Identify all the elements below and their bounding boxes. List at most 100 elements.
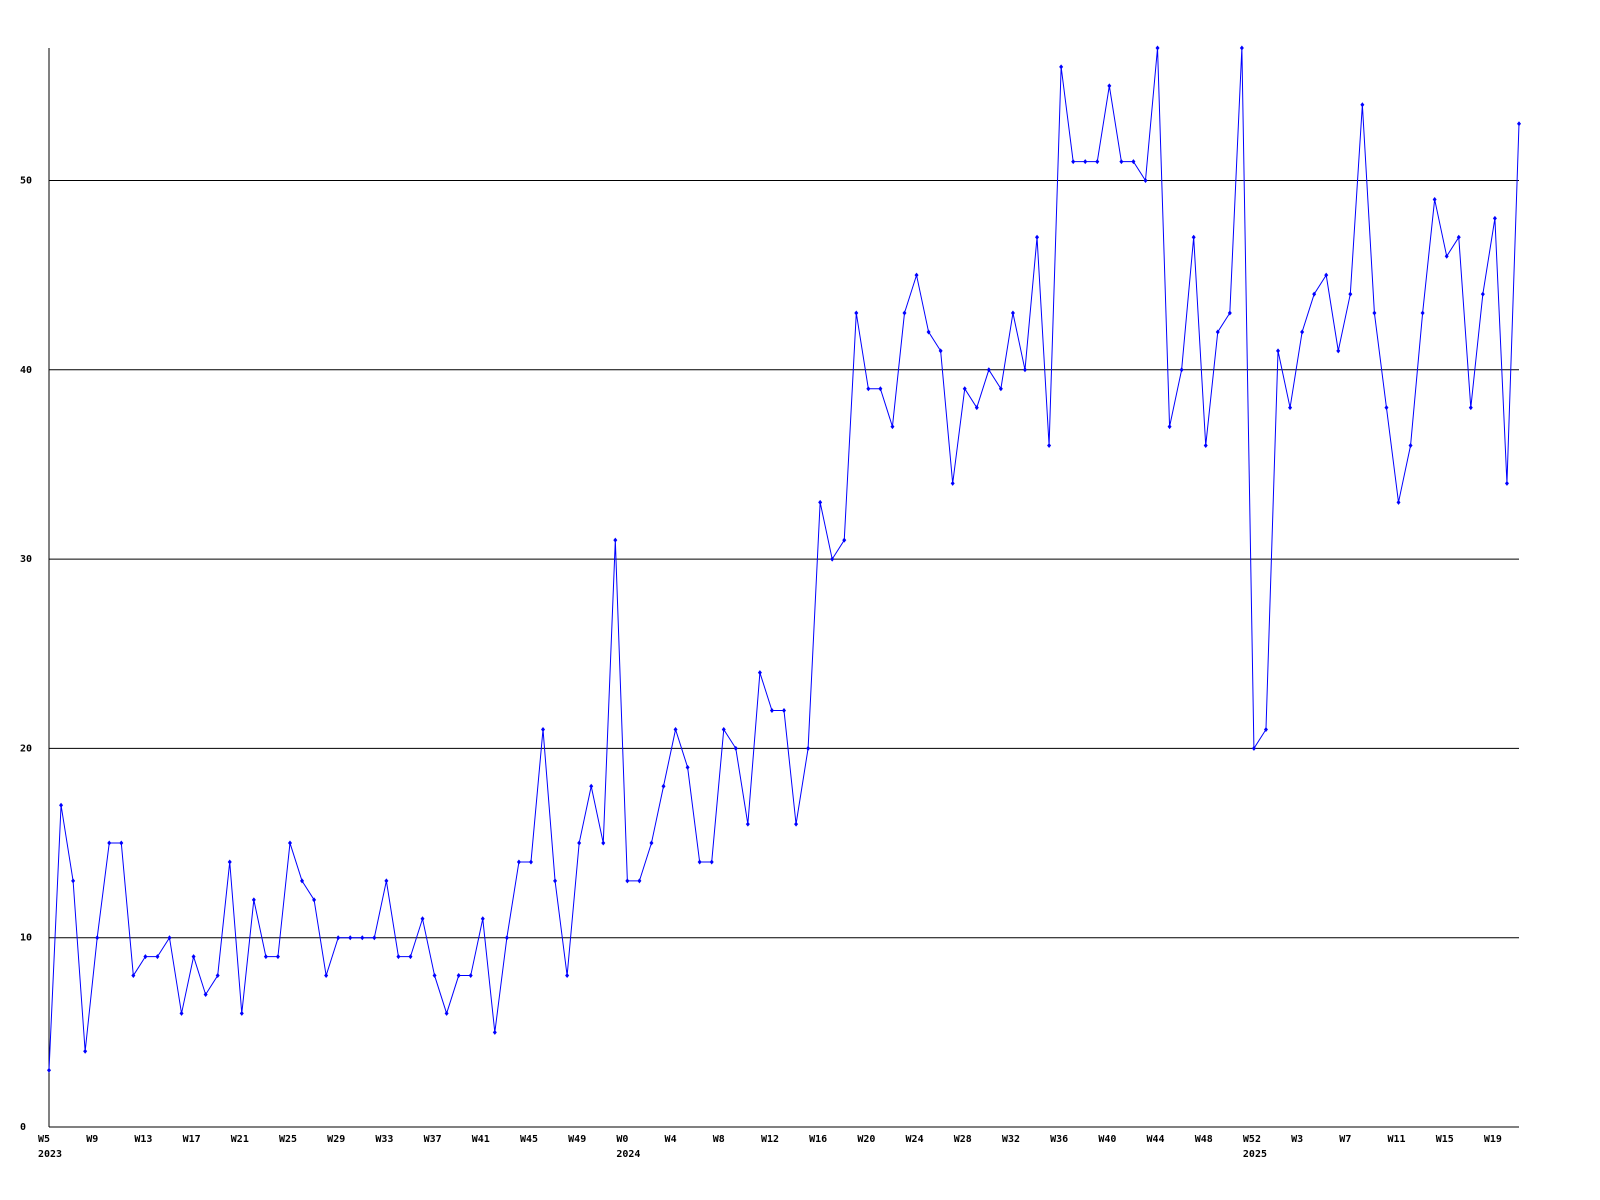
- data-point: [661, 783, 666, 789]
- data-point: [1203, 443, 1208, 449]
- data-point: [420, 916, 425, 922]
- data-point: [324, 973, 329, 979]
- x-tick-label: W20: [857, 1134, 875, 1145]
- data-point: [1504, 480, 1509, 486]
- data-point: [95, 935, 100, 941]
- data-point: [71, 878, 76, 884]
- data-point: [203, 991, 208, 997]
- data-point: [1083, 159, 1088, 165]
- data-point: [794, 821, 799, 827]
- data-point: [1312, 291, 1317, 297]
- x-year-label: 2025: [1243, 1149, 1267, 1160]
- data-point: [721, 726, 726, 732]
- data-point: [818, 499, 823, 505]
- data-point: [974, 405, 979, 411]
- y-tick-label: 0: [20, 1122, 26, 1133]
- data-point: [191, 954, 196, 960]
- data-point: [914, 272, 919, 278]
- data-point: [625, 878, 630, 884]
- data-point: [601, 840, 606, 846]
- x-tick-label: W12: [761, 1134, 779, 1145]
- data-point: [878, 386, 883, 392]
- data-point: [1107, 83, 1112, 89]
- x-tick-label: W36: [1050, 1134, 1068, 1145]
- data-point: [1408, 443, 1413, 449]
- x-tick-label: W28: [954, 1134, 972, 1145]
- data-point: [143, 954, 148, 960]
- data-point: [432, 973, 437, 979]
- data-point: [1010, 310, 1015, 316]
- data-point: [1215, 329, 1220, 335]
- data-point: [239, 1010, 244, 1016]
- x-tick-label: W32: [1002, 1134, 1020, 1145]
- y-tick-label: 50: [20, 176, 32, 187]
- data-point: [565, 973, 570, 979]
- data-point: [1300, 329, 1305, 335]
- data-point: [155, 954, 160, 960]
- data-point: [866, 386, 871, 392]
- x-tick-label: W19: [1484, 1134, 1502, 1145]
- data-point: [950, 480, 955, 486]
- y-tick-label: 40: [20, 365, 32, 376]
- x-tick-label: W49: [568, 1134, 586, 1145]
- data-point: [733, 745, 738, 751]
- x-tick-label: W7: [1339, 1134, 1351, 1145]
- data-point: [1059, 64, 1064, 70]
- data-point: [1167, 424, 1172, 430]
- data-point: [408, 954, 413, 960]
- x-tick-label: W44: [1147, 1134, 1165, 1145]
- data-point: [107, 840, 112, 846]
- data-point: [83, 1048, 88, 1054]
- data-point: [1468, 405, 1473, 411]
- data-point: [649, 840, 654, 846]
- data-point: [1372, 310, 1377, 316]
- data-point: [1396, 499, 1401, 505]
- data-point: [131, 973, 136, 979]
- data-point: [372, 935, 377, 941]
- data-point: [1517, 121, 1521, 127]
- data-point: [1324, 272, 1329, 278]
- x-tick-label: W13: [134, 1134, 152, 1145]
- data-point: [541, 726, 546, 732]
- data-point: [263, 954, 268, 960]
- y-tick-label: 20: [20, 743, 32, 754]
- x-tick-label: W25: [279, 1134, 297, 1145]
- data-point: [1456, 234, 1461, 240]
- data-point: [167, 935, 172, 941]
- data-point: [589, 783, 594, 789]
- data-point: [528, 859, 533, 865]
- data-point: [468, 973, 473, 979]
- data-point: [1336, 348, 1341, 354]
- data-point: [179, 1010, 184, 1016]
- x-tick-label: W5: [38, 1134, 50, 1145]
- data-point: [854, 310, 859, 316]
- data-point: [890, 424, 895, 430]
- data-point: [215, 973, 220, 979]
- data-point: [673, 726, 678, 732]
- data-point: [1444, 253, 1449, 259]
- data-point: [1480, 291, 1485, 297]
- x-tick-label: W16: [809, 1134, 827, 1145]
- data-point: [444, 1010, 449, 1016]
- data-point: [251, 897, 256, 903]
- data-point: [1239, 45, 1244, 51]
- x-tick-label: W24: [906, 1134, 924, 1145]
- data-point: [986, 367, 991, 373]
- x-tick-label: W37: [424, 1134, 442, 1145]
- data-point: [745, 821, 750, 827]
- y-tick-label: 30: [20, 554, 32, 565]
- x-tick-label: W41: [472, 1134, 490, 1145]
- data-point: [1492, 215, 1497, 221]
- data-point: [504, 935, 509, 941]
- x-tick-label: W9: [86, 1134, 98, 1145]
- x-tick-label: W15: [1436, 1134, 1454, 1145]
- data-point: [492, 1029, 497, 1035]
- data-point: [1047, 443, 1052, 449]
- data-point: [709, 859, 714, 865]
- data-point: [1288, 405, 1293, 411]
- data-point: [384, 878, 389, 884]
- x-tick-label: W3: [1291, 1134, 1303, 1145]
- data-point: [480, 916, 485, 922]
- data-point: [1227, 310, 1232, 316]
- data-point: [1119, 159, 1124, 165]
